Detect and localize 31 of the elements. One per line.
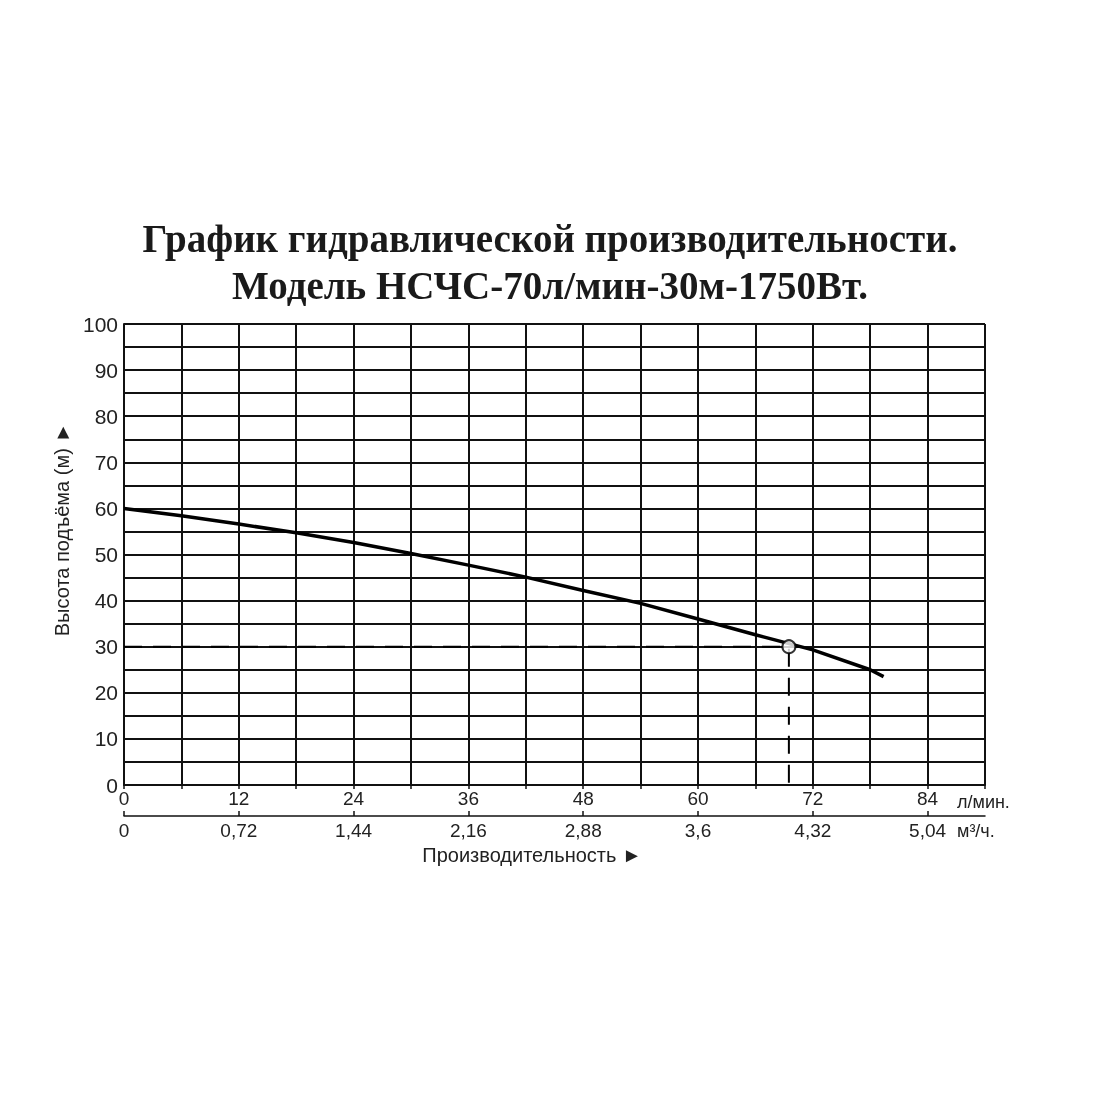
chart-title: График гидравлической производительности. — [142, 217, 958, 261]
x-tick-label: 36 — [457, 788, 479, 809]
x2-axis-title: м³/ч. — [957, 821, 995, 841]
y-tick-label: 60 — [94, 496, 118, 520]
y-tick-label: 30 — [94, 635, 118, 659]
x2-tick-label: 0,72 — [220, 820, 258, 841]
y-axis-title: Высота подъёма (м) ► — [51, 422, 74, 637]
chart-subtitle: Модель НСЧС-70л/мин-30м-1750Вт. — [231, 264, 869, 307]
x-axis-title: л/мин. — [957, 792, 1010, 812]
x-tick-label: 12 — [228, 788, 250, 809]
line-series — [122, 506, 886, 679]
x-tick-label: 72 — [802, 788, 824, 809]
x-tick-label: 60 — [687, 788, 709, 809]
y-tick-label: 100 — [82, 312, 118, 336]
x2-tick-label: 3,6 — [684, 820, 712, 841]
y-tick-label: 50 — [94, 543, 118, 566]
y-tick-label: 90 — [94, 358, 118, 382]
x-tick-label: 84 — [917, 788, 939, 809]
y-tick-label: 20 — [94, 681, 118, 705]
x-tick-label: 48 — [572, 788, 594, 809]
x2-tick-label: 2,88 — [564, 820, 602, 841]
x2-tick-label: 5,04 — [909, 820, 947, 841]
text: Производительность ► — [422, 844, 642, 866]
y-tick-label: 10 — [94, 727, 118, 751]
y-tick-label: 70 — [94, 450, 118, 474]
x2-tick-label: 2,16 — [449, 820, 487, 841]
x2-tick-label: 4,32 — [794, 820, 832, 841]
y-tick-label: 40 — [94, 589, 118, 613]
y-tick-label: 80 — [94, 404, 118, 428]
x2-tick-label: 1,44 — [335, 820, 373, 841]
x-tick-label: 24 — [343, 788, 365, 809]
